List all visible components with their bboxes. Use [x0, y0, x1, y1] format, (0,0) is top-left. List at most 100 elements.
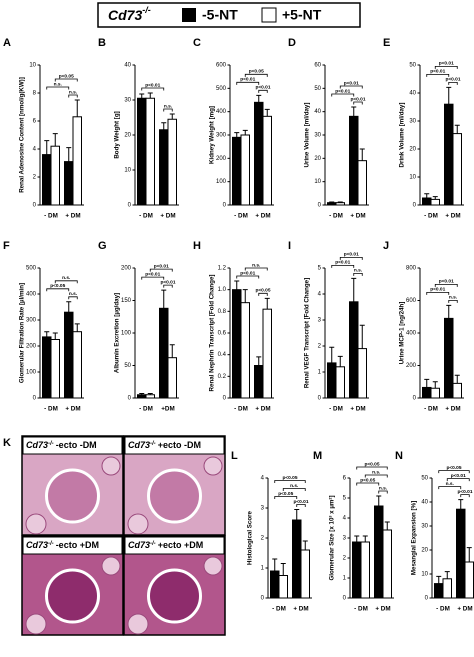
significance-bracket: [149, 268, 173, 272]
y-tick-label: 60: [314, 63, 321, 69]
y-axis-label: Kidney Weight [mg]: [209, 106, 216, 164]
y-tick-label: 200: [406, 363, 417, 369]
significance-label: p<0.01: [439, 61, 454, 67]
y-tick-label: 4: [261, 476, 265, 482]
tubule: [127, 613, 149, 635]
significance-bracket: [46, 86, 70, 90]
y-tick-label: 400: [216, 109, 227, 115]
panel-k: K Cd73-/- -ecto -DM Cd73-/- +ecto -DMCd73-/…: [3, 435, 226, 636]
significance-bracket: [236, 81, 260, 85]
error-bar: [256, 356, 262, 366]
glomerulus: [45, 468, 100, 524]
error-bar: [359, 324, 365, 349]
tubule: [101, 456, 121, 476]
genotype-sup: -/-: [150, 541, 156, 547]
y-tick-label: 600: [216, 63, 227, 69]
panel: C Kidney Weight [mg] 0 100 200 300 400 500 600 - …: [193, 37, 274, 220]
bar: [50, 145, 60, 206]
significance-bracket: [460, 494, 470, 498]
tubule: [101, 556, 121, 576]
x-tick-label: + DM: [445, 213, 460, 220]
significance-label: p<0.01: [439, 279, 454, 285]
error-bar: [272, 558, 278, 571]
y-tick-label: 5: [343, 496, 347, 502]
x-tick-label: - DM: [354, 606, 368, 613]
y-tick-label: 4: [318, 292, 322, 298]
y-tick-label: 0.4: [218, 352, 227, 358]
significance-bracket: [244, 73, 268, 77]
significance-bracket: [258, 89, 268, 93]
panel: F Glomerular Filtration Rate [µl/min] 0 100…: [3, 240, 84, 413]
y-tick-label: 2: [33, 175, 37, 181]
condition: +ecto +DM: [158, 540, 204, 550]
y-tick-label: 30: [421, 524, 428, 530]
bar: [335, 366, 345, 399]
panel-letter: A: [3, 37, 11, 49]
y-tick-label: 30: [124, 98, 131, 104]
error-bar: [351, 277, 357, 302]
y-tick-label: 4: [33, 147, 37, 153]
error-bar: [66, 301, 72, 313]
glomerulus: [147, 468, 202, 524]
y-tick-label: 6: [343, 476, 347, 482]
significance-label: p<0.05: [446, 465, 461, 471]
bar: [357, 160, 367, 206]
significance-label: p<0.05: [249, 69, 264, 75]
y-tick-label: 10: [314, 179, 321, 185]
x-tick-label: - DM: [329, 406, 343, 413]
error-bar: [329, 346, 335, 363]
significance-label: p<0.01: [335, 260, 350, 266]
bar: [422, 197, 432, 206]
genotype-sup: -/-: [48, 441, 54, 447]
x-tick-label: - DM: [139, 406, 153, 413]
bar: [270, 570, 280, 599]
error-bar: [376, 495, 382, 506]
error-bar: [264, 297, 270, 310]
significance-bracket: [378, 490, 388, 494]
error-bar: [329, 201, 335, 203]
glomerulus: [45, 568, 100, 624]
y-tick-label: 100: [216, 179, 227, 185]
panel-letter: C: [193, 37, 201, 49]
bar: [159, 129, 169, 206]
significance-label: p<0.01: [344, 252, 359, 258]
significance-label: n.s.: [62, 276, 70, 281]
significance-label: p<0.01: [430, 69, 445, 75]
significance-label: p<0.01: [350, 96, 365, 102]
y-tick-label: 2: [343, 556, 347, 562]
significance-label: p<0.01: [293, 499, 308, 505]
panel: L Histological Score 0 1 2 3 4 - DM + DM p<0.05 n.…: [231, 450, 312, 613]
y-tick-label: 150: [121, 298, 132, 304]
legend-label: -5-NT: [202, 7, 238, 23]
tubule: [127, 513, 149, 535]
error-bar: [354, 535, 360, 542]
significance-label: n.s.: [379, 486, 387, 491]
significance-bracket: [434, 283, 458, 287]
bar: [352, 541, 362, 599]
panel-letter: I: [288, 240, 291, 252]
bar: [360, 541, 370, 599]
tubule: [25, 513, 47, 535]
y-axis-label: Histological Score: [247, 510, 254, 565]
significance-bracket: [426, 291, 450, 295]
significance-label: p<0.01: [240, 270, 255, 276]
panel-letter: D: [288, 37, 296, 49]
genotype: Cd73: [128, 440, 150, 450]
panel-letter: M: [313, 450, 322, 462]
caption: Cd73-/- -ecto +DM: [26, 540, 99, 550]
bar: [374, 505, 384, 599]
significance-bracket: [331, 265, 355, 268]
condition: -ecto -DM: [56, 440, 97, 450]
significance-label: p<0.01: [145, 82, 160, 88]
significance-bracket: [46, 288, 70, 292]
y-tick-label: 3: [261, 506, 265, 512]
x-tick-label: + DM: [445, 406, 460, 413]
panel-letter: N: [395, 450, 403, 462]
caption: Cd73-/- +ecto +DM: [128, 540, 203, 550]
y-axis-label: Mesangial Expansion [%]: [411, 501, 418, 575]
error-bar: [424, 193, 430, 198]
caption-box: [22, 536, 123, 555]
y-tick-label: 20: [314, 156, 321, 162]
error-bar: [139, 93, 145, 99]
